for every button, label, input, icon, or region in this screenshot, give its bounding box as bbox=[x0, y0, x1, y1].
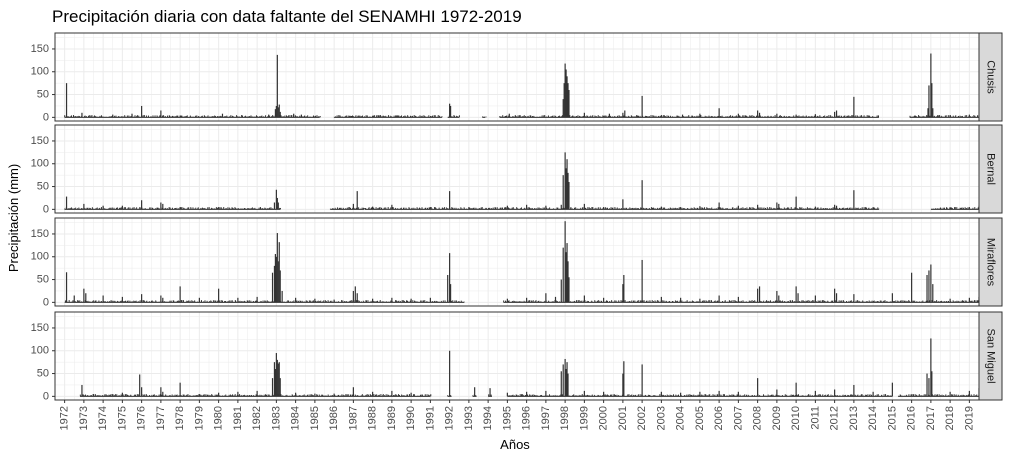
x-tick-label: 2004 bbox=[675, 406, 687, 430]
x-tick-label: 2000 bbox=[598, 406, 610, 430]
x-axis-title: Años bbox=[500, 437, 530, 452]
x-tick-label: 1982 bbox=[251, 406, 263, 430]
x-tick-label: 2011 bbox=[809, 406, 821, 430]
x-tick-label: 2001 bbox=[617, 406, 629, 430]
x-tick-label: 1981 bbox=[232, 406, 244, 430]
x-tick-label: 1992 bbox=[444, 406, 456, 430]
x-tick-label: 2008 bbox=[752, 406, 764, 430]
strip-label-miraflores: Miraflores bbox=[985, 238, 997, 287]
x-tick-label: 1972 bbox=[59, 406, 71, 430]
x-tick-label: 1999 bbox=[578, 406, 590, 430]
y-tick-label: 150 bbox=[31, 228, 49, 240]
x-tick-label: 1984 bbox=[290, 406, 302, 430]
x-tick-label: 1987 bbox=[347, 406, 359, 430]
x-tick-label: 1993 bbox=[463, 406, 475, 430]
strip-background bbox=[978, 124, 1003, 214]
y-tick-label: 50 bbox=[37, 367, 49, 379]
y-tick-label: 0 bbox=[43, 111, 49, 123]
y-tick-label: 100 bbox=[31, 66, 49, 78]
x-tick-label: 2009 bbox=[771, 406, 783, 430]
strip-label-san-miguel: San Miguel bbox=[985, 328, 997, 383]
x-tick-label: 1990 bbox=[405, 406, 417, 430]
panel-san-miguel: San Miguel 0 50 100 150 bbox=[31, 311, 1003, 402]
x-tick-label: 2018 bbox=[944, 406, 956, 430]
x-tick-label: 2012 bbox=[829, 406, 841, 430]
y-tick-label: 0 bbox=[43, 390, 49, 402]
chart-title: Precipitación diaria con data faltante d… bbox=[52, 7, 522, 26]
x-tick-label: 2002 bbox=[636, 406, 648, 430]
x-tick-label: 1996 bbox=[521, 406, 533, 430]
x-axis: 1972 1973 1974 1975 1976 1977 1978 1979 1980 1981… bbox=[59, 400, 975, 430]
facet-panels: Chusis050100150Bernal050100150Miraflores… bbox=[31, 32, 1003, 402]
x-tick-label: 1985 bbox=[309, 406, 321, 430]
x-tick-label: 2017 bbox=[925, 406, 937, 430]
x-tick-label: 2005 bbox=[694, 406, 706, 430]
x-tick-label: 1974 bbox=[97, 406, 109, 430]
x-tick-label: 1997 bbox=[540, 406, 552, 430]
x-tick-label: 1991 bbox=[424, 406, 436, 430]
y-tick-label: 50 bbox=[37, 180, 49, 192]
x-tick-label: 1975 bbox=[116, 406, 128, 430]
y-tick-label: 150 bbox=[31, 43, 49, 55]
y-tick-label: 50 bbox=[37, 273, 49, 285]
strip-background bbox=[978, 311, 1003, 401]
y-tick-label: 100 bbox=[31, 158, 49, 170]
x-tick-label: 1973 bbox=[78, 406, 90, 430]
x-tick-label: 1994 bbox=[482, 406, 494, 430]
x-tick-label: 2007 bbox=[732, 406, 744, 430]
x-tick-label: 2015 bbox=[886, 406, 898, 430]
x-tick-label: 1988 bbox=[367, 406, 379, 430]
y-axis-title: Precipitación (mm) bbox=[6, 164, 21, 272]
x-tick-label: 2010 bbox=[790, 406, 802, 430]
strip-label-bernal: Bernal bbox=[985, 153, 997, 185]
strip-background bbox=[978, 32, 1003, 122]
x-tick-label: 1989 bbox=[386, 406, 398, 430]
x-tick-label: 1979 bbox=[193, 406, 205, 430]
panel-miraflores: Miraflores 0 50 100 150 bbox=[31, 217, 1003, 308]
x-tick-label: 1986 bbox=[328, 406, 340, 430]
x-tick-label: 2006 bbox=[713, 406, 725, 430]
x-tick-label: 1995 bbox=[501, 406, 513, 430]
x-tick-label: 2019 bbox=[963, 406, 975, 430]
strip-background bbox=[978, 217, 1003, 307]
x-tick-label: 1976 bbox=[136, 406, 148, 430]
x-tick-label: 1978 bbox=[174, 406, 186, 430]
y-tick-label: 0 bbox=[43, 203, 49, 215]
x-tick-label: 1998 bbox=[559, 406, 571, 430]
panel-chusis: Chusis 0 50 100 150 bbox=[31, 32, 1003, 123]
x-tick-label: 1983 bbox=[270, 406, 282, 430]
panel-bernal: Bernal 0 50 100 150 bbox=[31, 124, 1003, 215]
x-tick-label: 2014 bbox=[867, 406, 879, 430]
x-tick-label: 1980 bbox=[213, 406, 225, 430]
y-tick-label: 150 bbox=[31, 135, 49, 147]
strip-label-chusis: Chusis bbox=[985, 60, 997, 94]
y-tick-label: 0 bbox=[43, 296, 49, 308]
x-tick-label: 2013 bbox=[848, 406, 860, 430]
y-tick-label: 100 bbox=[31, 345, 49, 357]
x-tick-label: 2016 bbox=[906, 406, 918, 430]
x-tick-label: 2003 bbox=[655, 406, 667, 430]
y-tick-label: 100 bbox=[31, 251, 49, 263]
x-tick-label: 1977 bbox=[155, 406, 167, 430]
y-tick-label: 50 bbox=[37, 88, 49, 100]
y-tick-label: 150 bbox=[31, 322, 49, 334]
